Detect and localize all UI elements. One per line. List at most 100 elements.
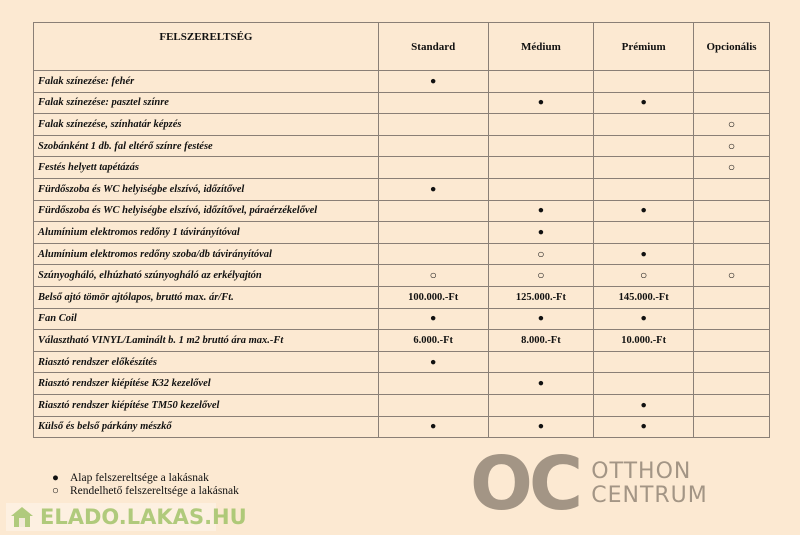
row-label: Szúnyogháló, elhúzható szúnyogháló az er… <box>33 264 379 287</box>
row-label: Riasztó rendszer előkészítés <box>33 350 379 374</box>
cell-standard: ● <box>377 415 489 439</box>
cell-optional: ○ <box>693 156 770 179</box>
cell-medium <box>487 350 595 374</box>
header-medium: Médium <box>487 22 595 71</box>
cell-optional <box>693 329 770 352</box>
header-optional: Opcionális <box>693 22 770 71</box>
row-label: Falak színezése: pasztel színre <box>33 91 379 115</box>
cell-standard: ● <box>377 307 489 331</box>
filled-dot-icon: ● <box>52 472 59 484</box>
watermark-logo: OC <box>470 441 583 527</box>
cell-premium <box>593 350 695 374</box>
cell-premium <box>593 221 695 244</box>
header-feature: FELSZERELTSÉG <box>33 22 379 71</box>
cell-optional <box>693 221 770 244</box>
site-watermark-text: ELADO.LAKAS.HU <box>40 505 247 529</box>
table-row: Külső és belső párkány mészkő ● ● ● <box>33 415 770 439</box>
cell-optional <box>693 91 770 115</box>
cell-medium <box>487 113 595 136</box>
cell-standard <box>377 221 489 244</box>
cell-premium <box>593 70 695 93</box>
cell-premium <box>593 156 695 179</box>
cell-medium: ● <box>487 91 595 115</box>
cell-optional <box>693 307 770 331</box>
table-row: Falak színezése: pasztel színre ● ● <box>33 91 770 115</box>
cell-premium: ● <box>593 242 695 266</box>
cell-premium: 10.000.-Ft <box>593 329 695 352</box>
cell-medium <box>487 70 595 93</box>
cell-premium <box>593 372 695 395</box>
cell-premium: ● <box>593 91 695 115</box>
empty-dot-icon: ○ <box>52 485 59 497</box>
cell-standard <box>377 156 489 179</box>
row-label: Külső és belső párkány mészkő <box>33 415 379 439</box>
cell-standard <box>377 134 489 158</box>
table-row: Belső ajtó tömör ajtólapos, bruttó max. … <box>33 285 770 309</box>
cell-standard <box>377 372 489 395</box>
header-row: FELSZERELTSÉG Standard Médium Prémium Op… <box>33 22 770 71</box>
cell-optional <box>693 372 770 395</box>
table-row: Fan Coil ● ● ● <box>33 307 770 331</box>
table-row: Fürdőszoba és WC helyiségbe elszívó, idő… <box>33 177 770 201</box>
site-watermark: ELADO.LAKAS.HU <box>6 503 247 531</box>
cell-medium <box>487 134 595 158</box>
cell-optional: ○ <box>693 113 770 136</box>
row-label: Falak színezése: fehér <box>33 70 379 93</box>
row-label: Fan Coil <box>33 307 379 331</box>
cell-standard: ● <box>377 70 489 93</box>
watermark-line2: CENTRUM <box>591 483 708 508</box>
cell-standard <box>377 113 489 136</box>
cell-optional: ○ <box>693 134 770 158</box>
cell-medium: ○ <box>487 264 595 287</box>
row-label: Falak színezése, színhatár képzés <box>33 113 379 136</box>
cell-medium: ● <box>487 221 595 244</box>
legend-item: ○ Rendelhető felszereltsége a lakásnak <box>52 485 239 498</box>
cell-standard: ● <box>377 177 489 201</box>
cell-medium: ○ <box>487 242 595 266</box>
legend-text: Alap felszereltsége a lakásnak <box>70 472 209 484</box>
cell-optional <box>693 70 770 93</box>
equipment-table: FELSZERELTSÉG Standard Médium Prémium Op… <box>33 22 770 439</box>
table-row: Festés helyett tapétázás ○ <box>33 156 770 179</box>
cell-standard: 100.000.-Ft <box>377 285 489 309</box>
cell-optional <box>693 285 770 309</box>
cell-standard: ● <box>377 350 489 374</box>
cell-optional <box>693 393 770 417</box>
legend-text: Rendelhető felszereltsége a lakásnak <box>70 485 239 497</box>
cell-premium: ● <box>593 415 695 439</box>
cell-medium: ● <box>487 372 595 395</box>
row-label: Alumínium elektromos redőny szoba/db táv… <box>33 242 379 266</box>
header-premium: Prémium <box>593 22 695 71</box>
cell-premium <box>593 177 695 201</box>
cell-medium <box>487 177 595 201</box>
cell-optional <box>693 415 770 439</box>
row-label: Belső ajtó tömör ajtólapos, bruttó max. … <box>33 285 379 309</box>
cell-premium: ● <box>593 199 695 223</box>
table-row: Riasztó rendszer kiépítése K32 kezelővel… <box>33 372 770 395</box>
cell-standard <box>377 393 489 417</box>
header-standard: Standard <box>377 22 489 71</box>
table-row: Riasztó rendszer előkészítés ● <box>33 350 770 374</box>
cell-optional <box>693 242 770 266</box>
row-label: Festés helyett tapétázás <box>33 156 379 179</box>
table-row: Fürdőszoba és WC helyiségbe elszívó, idő… <box>33 199 770 223</box>
otthon-centrum-watermark: OC OTTHON CENTRUM <box>470 442 708 526</box>
cell-optional: ○ <box>693 264 770 287</box>
table-row: Falak színezése, színhatár képzés ○ <box>33 113 770 136</box>
cell-premium: ● <box>593 307 695 331</box>
watermark-line1: OTTHON <box>591 459 692 484</box>
row-label: Alumínium elektromos redőny 1 távirányít… <box>33 221 379 244</box>
row-label: Riasztó rendszer kiépítése TM50 kezelőve… <box>33 393 379 417</box>
cell-standard <box>377 199 489 223</box>
cell-premium: 145.000.-Ft <box>593 285 695 309</box>
row-label: Szobánként 1 db. fal eltérő színre festé… <box>33 134 379 158</box>
cell-premium: ● <box>593 393 695 417</box>
cell-optional <box>693 350 770 374</box>
table-row: Választható VINYL/Laminált b. 1 m2 brutt… <box>33 329 770 352</box>
cell-medium <box>487 393 595 417</box>
cell-medium: ● <box>487 415 595 439</box>
cell-optional <box>693 177 770 201</box>
table-row: Falak színezése: fehér ● <box>33 70 770 93</box>
cell-premium <box>593 134 695 158</box>
row-label: Fürdőszoba és WC helyiségbe elszívó, idő… <box>33 177 379 201</box>
